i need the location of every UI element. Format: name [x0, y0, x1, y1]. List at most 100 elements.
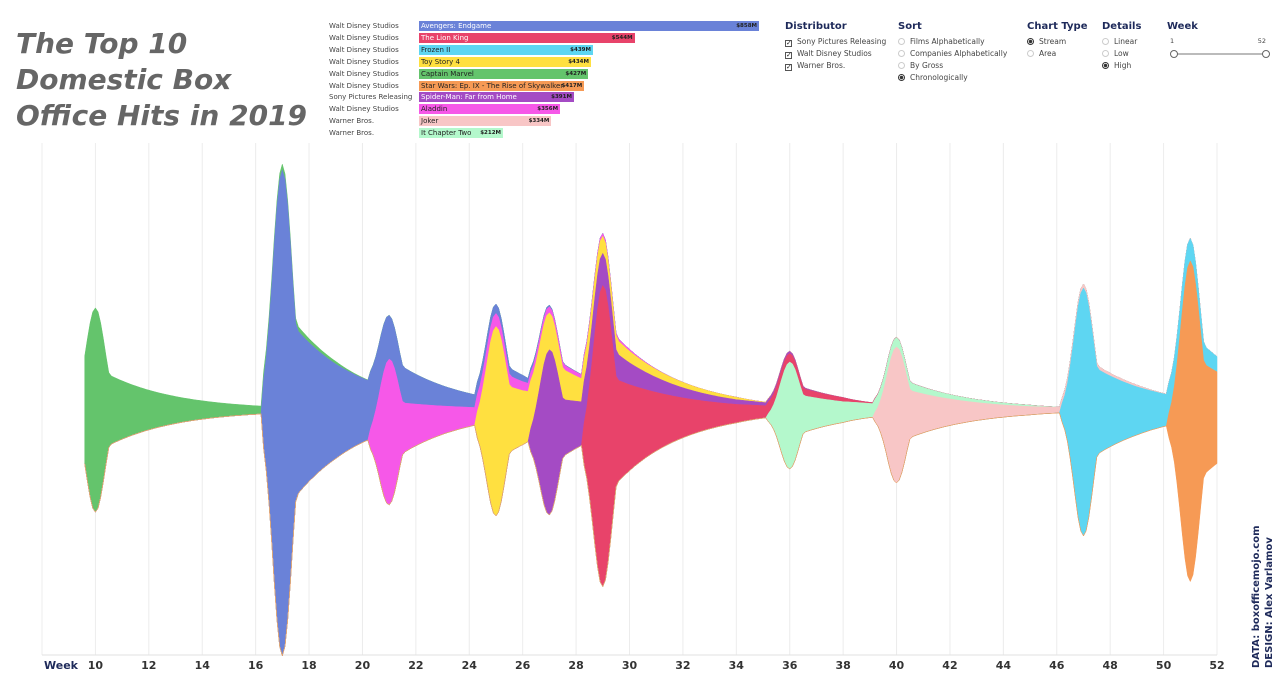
legend-gross-label: $417M [561, 82, 583, 89]
legend-distributor: Walt Disney Studios [329, 69, 399, 78]
x-tick-label: 24 [462, 659, 478, 672]
radio-option[interactable]: Companies Alphabetically [898, 48, 1007, 60]
stream-layer[interactable]: Star Wars: Ep. IX - The Rise of Skywalke… [84, 260, 1218, 657]
chart-type-control: Chart Type Stream Area [1027, 21, 1088, 60]
radio-icon[interactable] [898, 62, 905, 69]
legend-distributor: Walt Disney Studios [329, 81, 399, 90]
x-tick-label: 46 [1049, 659, 1065, 672]
radio-icon[interactable] [898, 38, 905, 45]
stream-layer[interactable]: Captain Marvel [84, 163, 1218, 513]
legend-row: Sony Pictures Releasing Spider-Man: Far f… [329, 92, 769, 103]
legend-bar[interactable]: The Lion King $544M [419, 32, 635, 43]
option-label: Chronologically [910, 73, 968, 82]
x-tick-label: 34 [729, 659, 745, 672]
stream-layer[interactable]: The Lion King [84, 237, 1218, 657]
legend-row: Walt Disney Studios Aladdin $356M [329, 104, 769, 115]
checkbox-option[interactable]: ✓ Sony Pictures Releasing [785, 36, 886, 48]
legend-film-title: Spider-Man: Far from Home [421, 93, 517, 102]
week-range-slider[interactable]: 1 52 [1170, 37, 1270, 61]
x-tick-label: 14 [195, 659, 211, 672]
radio-option[interactable]: Chronologically [898, 72, 1007, 84]
radio-icon[interactable] [1027, 50, 1034, 57]
radio-option[interactable]: Films Alphabetically [898, 36, 1007, 48]
legend-bar[interactable]: Toy Story 4 $434M [419, 56, 591, 67]
radio-icon[interactable] [898, 74, 905, 81]
option-label: Films Alphabetically [910, 37, 985, 46]
radio-icon[interactable] [1102, 38, 1109, 45]
radio-option[interactable]: Low [1102, 48, 1141, 60]
option-label: Walt Disney Studios [797, 49, 872, 58]
legend-gross-label: $427M [565, 70, 587, 77]
option-label: By Gross [910, 61, 944, 70]
radio-option[interactable]: By Gross [898, 60, 1007, 72]
legend-bar[interactable]: Captain Marvel $427M [419, 68, 589, 79]
legend-bar[interactable]: Star Wars: Ep. IX - The Rise of Skywalke… [419, 80, 585, 91]
details-control: Details Linear Low High [1102, 21, 1141, 72]
legend-row: Walt Disney Studios Avengers: Endgame $858… [329, 21, 769, 31]
radio-icon[interactable] [898, 50, 905, 57]
distributor-title: Distributor [785, 21, 847, 32]
legend-bar[interactable]: It Chapter Two $212M [419, 128, 503, 139]
radio-option[interactable]: High [1102, 60, 1141, 72]
radio-icon[interactable] [1027, 38, 1034, 45]
slider-end-handle[interactable] [1262, 50, 1270, 58]
legend-film-title: Avengers: Endgame [421, 22, 492, 30]
gross-legend: Walt Disney Studios Avengers: Endgame $858… [329, 21, 769, 139]
legend-distributor: Walt Disney Studios [329, 33, 399, 42]
legend-distributor: Walt Disney Studios [329, 22, 399, 30]
option-label: Area [1039, 49, 1057, 58]
x-tick-label: 42 [942, 659, 957, 672]
legend-gross-label: $334M [528, 118, 550, 125]
checkbox-icon[interactable]: ✓ [785, 51, 792, 59]
x-tick-label: 28 [568, 659, 583, 672]
x-tick-label: 26 [515, 659, 531, 672]
x-axis-title: Week [44, 659, 79, 672]
x-tick-label: 20 [355, 659, 371, 672]
x-tick-label: 18 [301, 659, 316, 672]
legend-gross-label: $212M [480, 130, 501, 137]
checkbox-option[interactable]: ✓ Walt Disney Studios [785, 48, 886, 60]
legend-film-title: Aladdin [421, 105, 448, 114]
legend-bar[interactable]: Spider-Man: Far from Home $391M [419, 92, 574, 103]
x-tick-label: 10 [88, 659, 104, 672]
sort-control: Sort Films Alphabetically Companies Alpha… [898, 21, 1007, 84]
legend-row: Walt Disney Studios Frozen II $439M [329, 44, 769, 55]
legend-bar[interactable]: Aladdin $356M [419, 104, 561, 115]
distributor-filter: Distributor ✓ Sony Pictures Releasing ✓ Wal… [785, 21, 886, 72]
checkbox-icon[interactable]: ✓ [785, 39, 792, 47]
x-tick-label: 32 [675, 659, 690, 672]
legend-distributor: Warner Bros. [329, 129, 375, 138]
slider-start-handle[interactable] [1170, 50, 1178, 58]
checkbox-icon[interactable]: ✓ [785, 63, 792, 71]
radio-option[interactable]: Stream [1027, 36, 1088, 48]
radio-icon[interactable] [1102, 50, 1109, 57]
radio-option[interactable]: Area [1027, 48, 1088, 60]
legend-film-title: It Chapter Two [421, 129, 472, 138]
credits: DATA: boxofficemojo.com DESIGN: Alex Var… [1250, 525, 1276, 668]
legend-film-title: Joker [421, 117, 439, 126]
legend-bar[interactable]: Frozen II $439M [419, 44, 593, 55]
x-tick-label: 52 [1209, 659, 1224, 672]
week-title: Week [1167, 21, 1198, 32]
option-label: Linear [1114, 37, 1138, 46]
legend-row: Warner Bros. It Chapter Two $212M [329, 128, 769, 139]
week-max-label: 52 [1257, 37, 1266, 45]
x-tick-label: 16 [248, 659, 264, 672]
legend-distributor: Sony Pictures Releasing [329, 93, 413, 102]
option-label: Companies Alphabetically [910, 49, 1008, 58]
week-min-label: 1 [1170, 37, 1175, 45]
legend-gross-label: $434M [568, 58, 589, 65]
x-tick-label: 44 [996, 659, 1012, 672]
radio-option[interactable]: Linear [1102, 36, 1141, 48]
details-title: Details [1102, 21, 1142, 32]
sort-title: Sort [898, 21, 922, 32]
legend-bar[interactable]: Avengers: Endgame $858M [419, 21, 759, 31]
x-tick-label: 50 [1156, 659, 1172, 672]
legend-bar[interactable]: Joker $334M [419, 116, 552, 127]
legend-film-title: Toy Story 4 [421, 57, 460, 66]
checkbox-option[interactable]: ✓ Warner Bros. [785, 60, 886, 72]
slider-track[interactable] [1173, 53, 1265, 55]
legend-row: Walt Disney Studios Star Wars: Ep. IX - T… [329, 80, 769, 91]
radio-icon[interactable] [1102, 62, 1109, 69]
